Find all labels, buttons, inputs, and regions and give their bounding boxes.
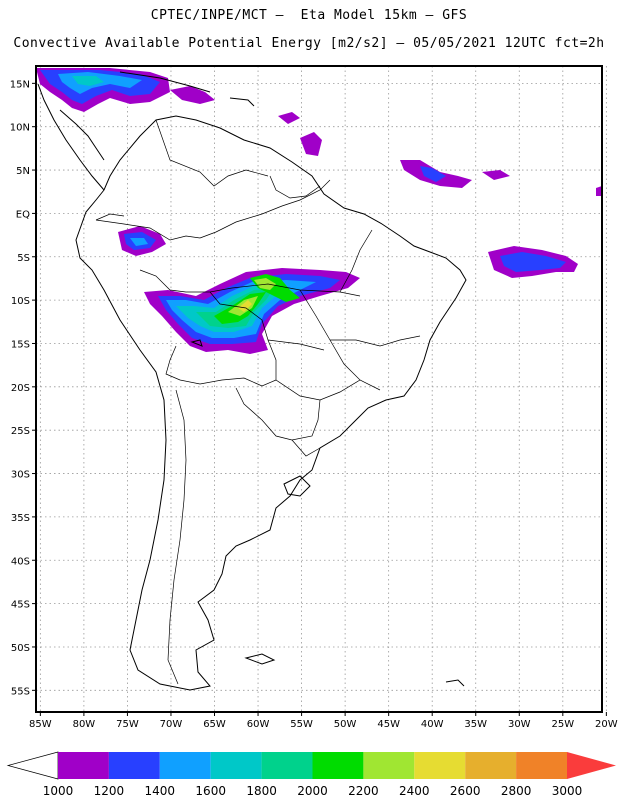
cape-region-atlantic-5n-core (420, 166, 446, 182)
hispaniola-coastline (229, 97, 255, 107)
border-bolivia-brazil (209, 291, 277, 380)
border-brazil-states-c (330, 335, 421, 347)
lon-label: 35W (464, 719, 487, 730)
lon-label: 50W (334, 719, 357, 730)
lon-label: 75W (116, 719, 139, 730)
south-america-coastline (75, 115, 467, 691)
colorbar-label: 2800 (501, 784, 532, 798)
colorbar-segment (465, 752, 517, 779)
lon-label: 85W (29, 719, 52, 730)
latitude-labels: 15N 10N 5N EQ 5S 10S 15S 20S 25S 30S 35S 40S 45S 50S 5… (10, 79, 30, 697)
lat-label: 5N (16, 166, 30, 177)
border-brazil-north (199, 179, 331, 239)
colorbar-segment (58, 752, 109, 779)
cape-region-central-yellow (238, 300, 252, 312)
colorbar-segment (516, 752, 567, 779)
border-brazil-states-b (299, 289, 381, 391)
border-ecuador (95, 213, 125, 221)
lat-label: 55S (11, 686, 30, 697)
colorbar-label: 1600 (195, 784, 226, 798)
cape-region-atlantic-n (300, 132, 322, 156)
country-borders (95, 119, 421, 685)
central-america-coastline (37, 83, 105, 191)
lat-label: 25S (11, 426, 30, 437)
cape-region-peru-inner (130, 238, 148, 246)
lon-label: 80W (73, 719, 96, 730)
border-brazil-states-f (275, 379, 361, 401)
lon-label: 60W (247, 719, 270, 730)
map-background (36, 66, 602, 712)
colorbar-label: 1400 (145, 784, 176, 798)
colorbar-label: 1800 (246, 784, 277, 798)
lat-label: 20S (11, 383, 30, 394)
border-brazil-uruguay (291, 439, 321, 457)
south-georgia-coastline (445, 679, 465, 687)
colorbar-labels: 1000 1200 1400 1600 1800 2000 2200 2400 2600 2800… (43, 784, 583, 798)
cape-region-atlantic-5n-east (482, 170, 510, 180)
lon-label: 30W (508, 719, 531, 730)
colorbar-segment (210, 752, 262, 779)
border-brazil-states-d (339, 229, 373, 293)
cape-shading (36, 68, 602, 354)
border-colombia-peru (95, 219, 201, 241)
colorbar-segment (261, 752, 313, 779)
colorbar-segment (159, 752, 211, 779)
colorbar-segment (312, 752, 364, 779)
lat-label: 35S (11, 513, 30, 524)
lon-label: 25W (552, 719, 575, 730)
border-bolivia-paraguay (199, 377, 277, 387)
colorbar-label: 1000 (43, 784, 74, 798)
border-guianas (269, 175, 321, 199)
border-argentina-chile (167, 389, 187, 685)
lat-label: 5S (17, 253, 30, 264)
colorbar-over-arrow (567, 752, 616, 779)
lat-label: 45S (11, 600, 30, 611)
lon-label: 70W (160, 719, 183, 730)
rio-de-la-plata (283, 475, 311, 497)
cuba-coastline (119, 71, 211, 93)
cape-region-atlantic-5s-core (500, 252, 566, 272)
colorbar-segment (363, 752, 415, 779)
lon-label: 20W (595, 719, 618, 730)
colorbar-under-arrow (6, 751, 59, 780)
cape-region-atlantic-spot (596, 186, 602, 196)
lon-label: 55W (290, 719, 313, 730)
longitude-labels: 85W 80W 75W 70W 65W 60W 55W 50W 45W 40W 35W 30W 25W 2… (29, 719, 618, 730)
lon-label: 40W (421, 719, 444, 730)
border-brazil-states-e (267, 339, 325, 351)
colorbar-label: 1200 (94, 784, 125, 798)
falklands-coastline (244, 653, 276, 665)
lon-label: 45W (377, 719, 400, 730)
border-peru-brazil (139, 269, 233, 293)
cape-region-caribbean-peak (72, 76, 104, 86)
cape-region-antilles (278, 112, 300, 124)
lat-label: 30S (11, 470, 30, 481)
colorbar-segment (108, 752, 160, 779)
cape-region-caribbean-east (170, 86, 215, 104)
lat-label: EQ (16, 209, 30, 220)
lat-label: 50S (11, 643, 30, 654)
lat-label: 15S (11, 339, 30, 350)
colorbar-label: 2600 (450, 784, 481, 798)
map-frame (35, 65, 603, 713)
coastlines (37, 71, 467, 691)
border-paraguay-argentina (235, 387, 321, 441)
lat-label: 40S (11, 556, 30, 567)
map-title: CPTEC/INPE/MCT – Eta Model 15km – GFS (150, 8, 468, 23)
colorbar-label: 3000 (552, 784, 583, 798)
lon-label: 65W (203, 719, 226, 730)
colorbar-label: 2400 (399, 784, 430, 798)
colorbar-label: 2200 (348, 784, 379, 798)
lake-titicaca (190, 339, 203, 347)
border-colombia-venezuela (155, 119, 269, 187)
lat-label: 15N (10, 79, 30, 90)
lat-label: 10S (11, 296, 30, 307)
colorbar (6, 751, 616, 780)
map-subtitle: Convective Available Potential Energy [m… (13, 36, 605, 51)
colorbar-label: 2000 (297, 784, 328, 798)
lat-label: 10N (10, 123, 30, 134)
colorbar-segment (414, 752, 466, 779)
border-peru-chile (165, 345, 201, 385)
